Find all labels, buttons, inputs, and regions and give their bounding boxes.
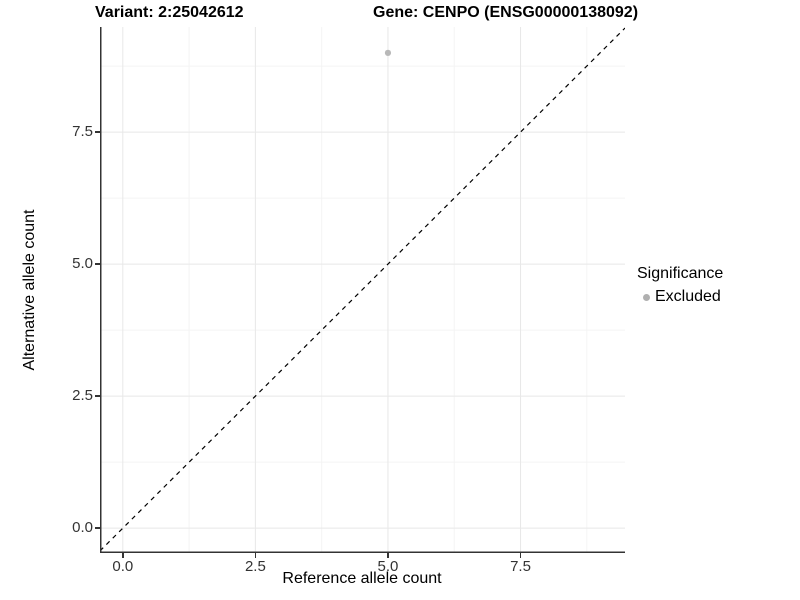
identity-dashed-line bbox=[100, 27, 625, 552]
x-axis-title: Reference allele count bbox=[282, 570, 442, 587]
y-tick-label: 7.5 bbox=[72, 123, 93, 141]
plot-panel bbox=[100, 27, 625, 553]
legend-item: Excluded bbox=[637, 288, 723, 306]
y-tick-mark bbox=[95, 527, 100, 529]
legend: Significance Excluded bbox=[637, 265, 723, 306]
data-point bbox=[384, 49, 392, 56]
legend-point-icon bbox=[643, 293, 650, 301]
plot-canvas bbox=[100, 27, 625, 553]
y-tick-label: 2.5 bbox=[72, 387, 93, 405]
x-tick-mark bbox=[254, 553, 257, 558]
y-tick-mark bbox=[95, 263, 100, 265]
x-tick-label: 2.5 bbox=[244, 558, 266, 575]
plot-title-gene: Gene: CENPO (ENSG00000138092) bbox=[373, 4, 639, 21]
x-tick-mark bbox=[387, 553, 389, 558]
legend-items: Excluded bbox=[637, 288, 723, 306]
x-tick-mark bbox=[122, 553, 124, 558]
y-tick-label: 5.0 bbox=[72, 255, 93, 273]
legend-title: Significance bbox=[637, 265, 724, 282]
y-tick-mark bbox=[95, 131, 100, 133]
plot-title-variant: Variant: 2:25042612 bbox=[95, 4, 244, 21]
x-tick-label: 7.5 bbox=[510, 558, 531, 575]
y-axis-title: Alternative allele count bbox=[21, 209, 38, 371]
y-tick-label: 0.0 bbox=[72, 519, 93, 537]
x-tick-mark bbox=[519, 553, 522, 558]
y-tick-mark bbox=[95, 395, 100, 397]
legend-item-label: Excluded bbox=[655, 288, 721, 305]
x-tick-label: 0.0 bbox=[112, 558, 134, 575]
x-tick-label: 5.0 bbox=[377, 558, 399, 575]
